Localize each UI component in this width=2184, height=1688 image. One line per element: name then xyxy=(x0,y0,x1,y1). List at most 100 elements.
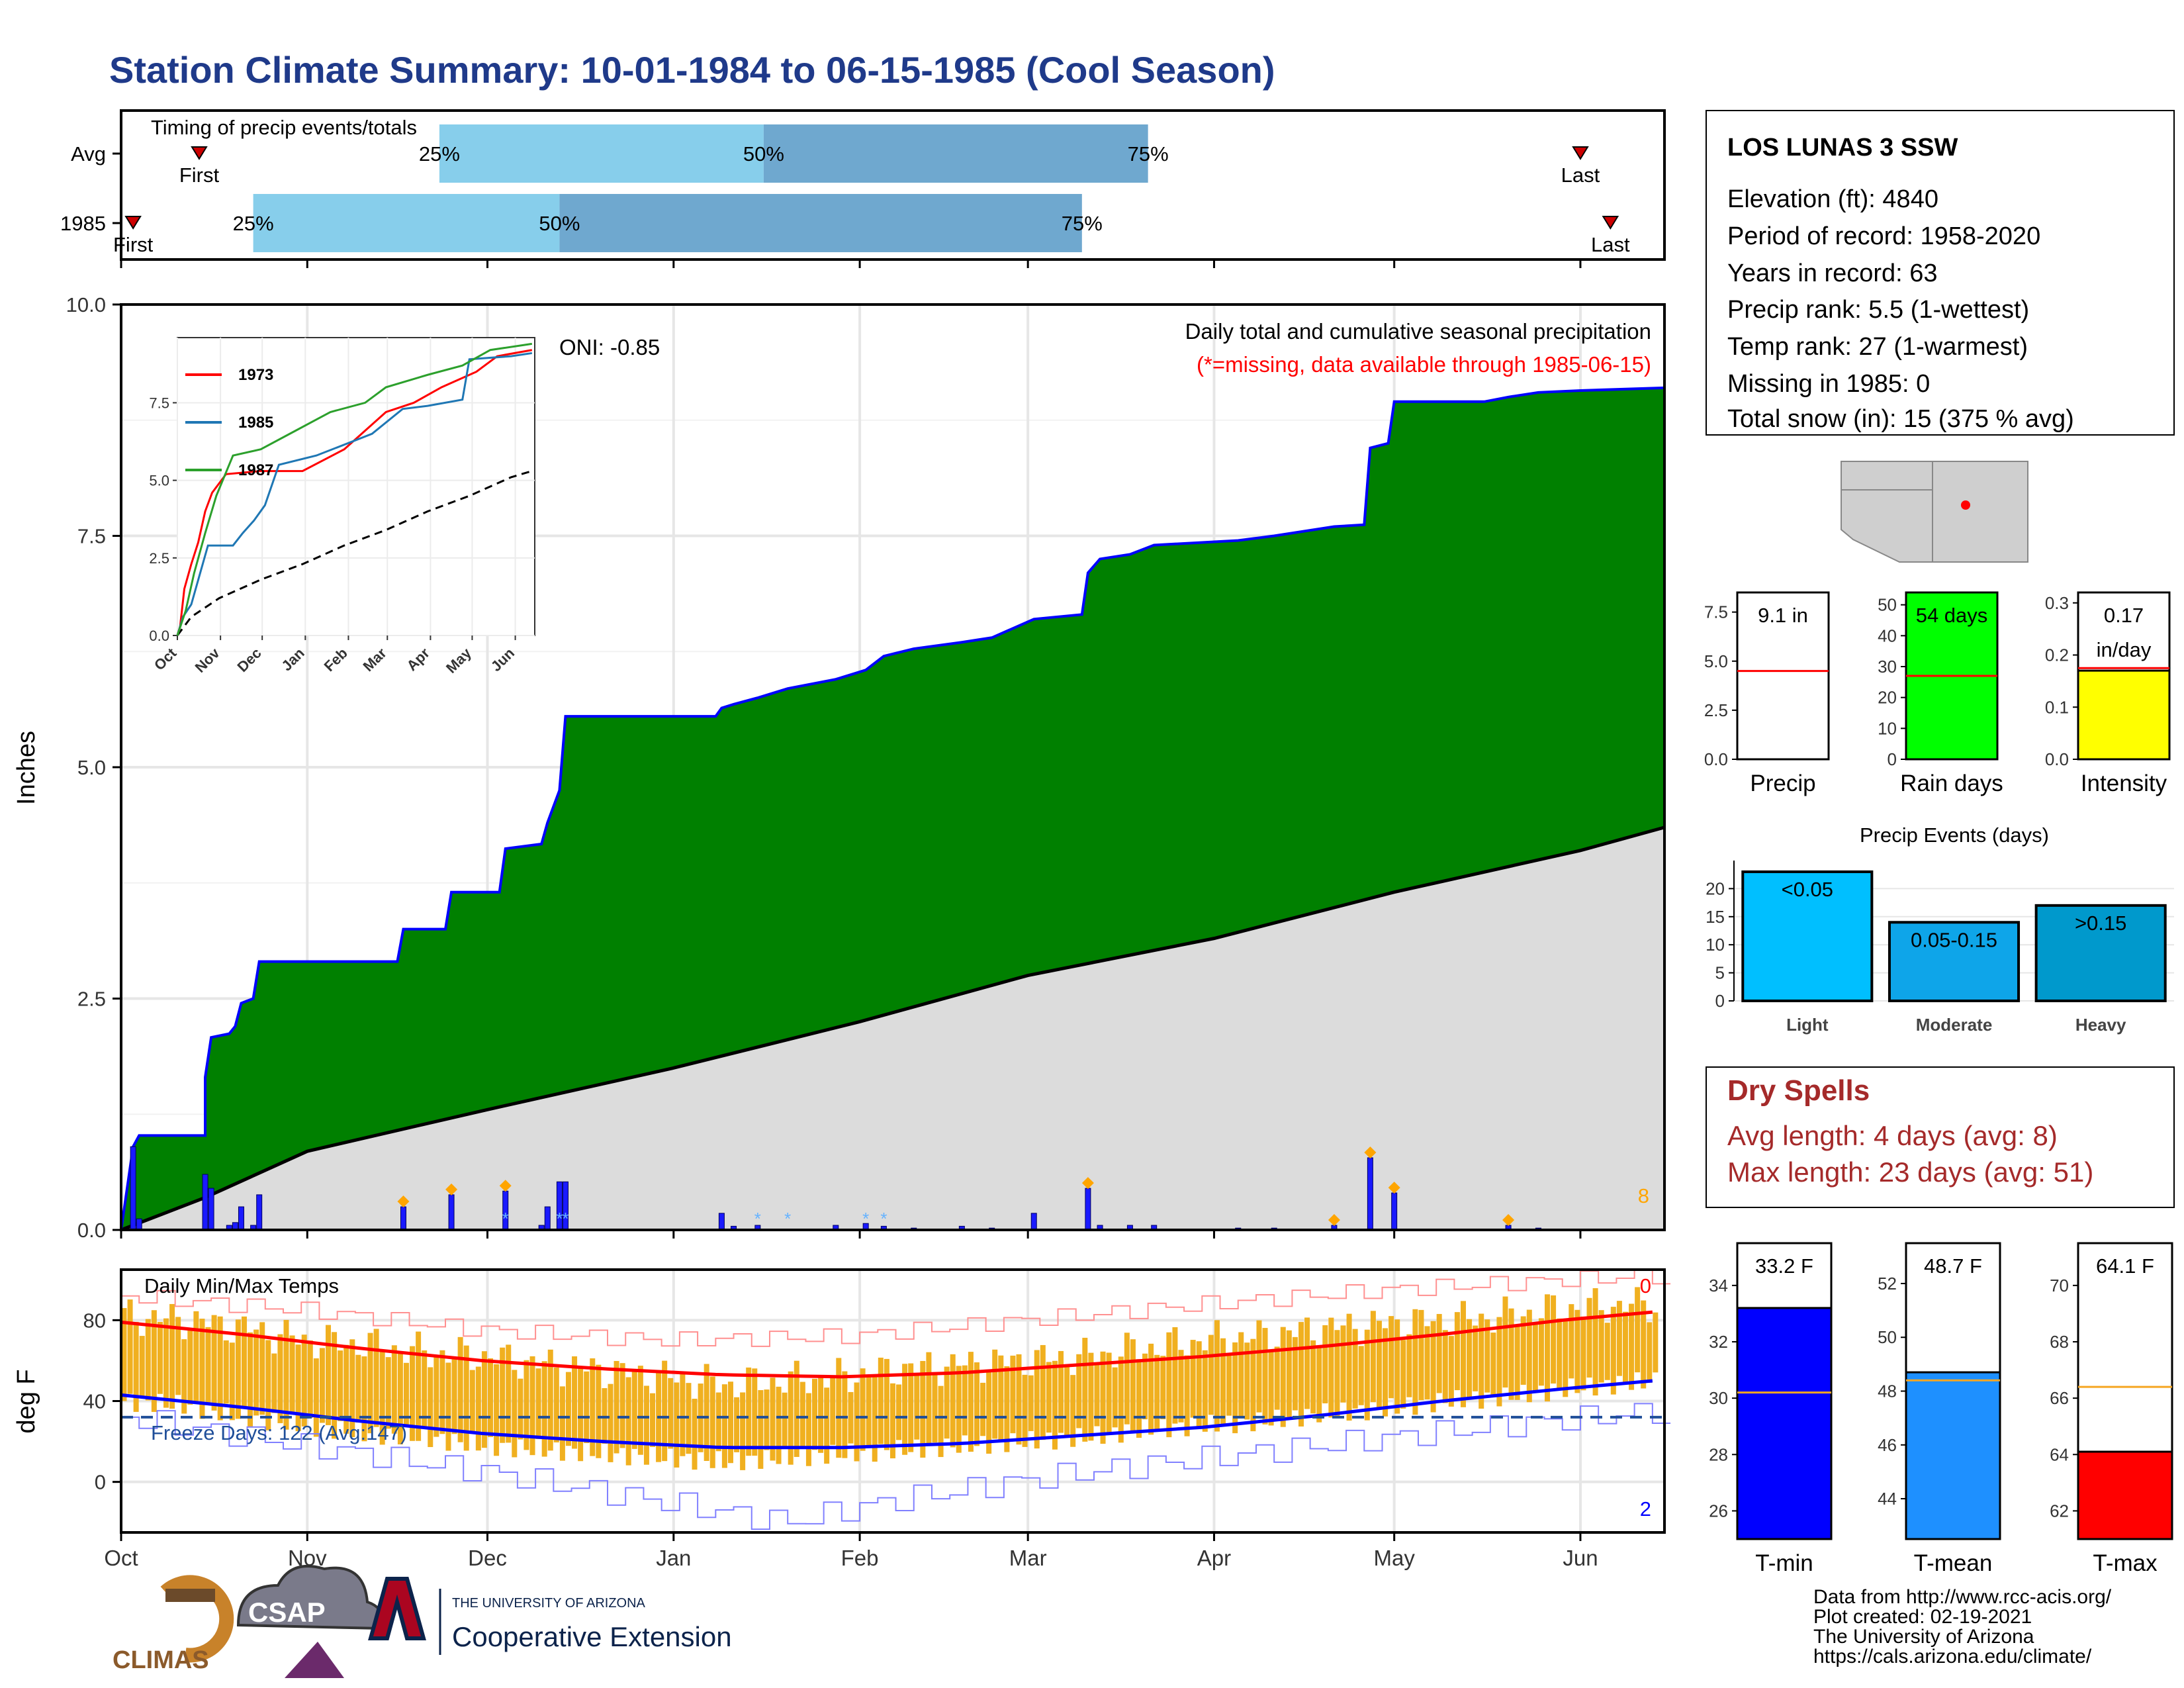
daily-temp-bar xyxy=(565,1372,571,1446)
daily-temp-bar xyxy=(488,1358,494,1437)
daily-temp-bar xyxy=(1545,1294,1551,1402)
daily-temp-bar xyxy=(986,1372,992,1454)
ua-logo: THE UNIVERSITY OF ARIZONA Cooperative Ex… xyxy=(368,1577,732,1655)
footer-line-created: Plot created: 02-19-2021 xyxy=(1813,1606,2032,1628)
daily-precip-bar xyxy=(400,1206,406,1231)
daily-temp-bar xyxy=(1214,1320,1220,1432)
daily-temp-bar xyxy=(752,1368,758,1456)
daily-temp-bar xyxy=(619,1363,625,1448)
daily-temp-bar xyxy=(950,1354,956,1448)
daily-temp-bar xyxy=(1580,1316,1586,1391)
daily-temp-bar xyxy=(1076,1354,1082,1429)
last-event-label: Last xyxy=(1561,164,1600,187)
daily-temp-bar xyxy=(1496,1317,1502,1407)
ua-top-text: THE UNIVERSITY OF ARIZONA xyxy=(452,1596,646,1611)
inset-x-tick-label: Jan xyxy=(278,645,307,674)
daily-temp-bar xyxy=(721,1384,727,1468)
daily-temp-bar xyxy=(512,1370,518,1458)
inset-average-line xyxy=(176,470,533,636)
timing-q50-q75-bar xyxy=(763,124,1148,183)
daily-temp-bar xyxy=(818,1376,824,1453)
daily-temp-bar xyxy=(1526,1309,1532,1403)
daily-temp-bar xyxy=(355,1354,361,1423)
events-bar-label: <0.05 xyxy=(1782,878,1833,901)
daily-temp-bar xyxy=(1598,1310,1604,1383)
precip-small-y-tick-label: 0.1 xyxy=(2045,697,2069,717)
daily-temp-bar xyxy=(1106,1352,1112,1432)
daily-temp-bar xyxy=(1184,1355,1190,1436)
temp-small-y-tick-label: 62 xyxy=(2050,1501,2069,1521)
snow-marker: * xyxy=(562,1209,569,1229)
daily-temp-bar xyxy=(1160,1356,1166,1419)
daily-temp-bar xyxy=(145,1319,151,1401)
temp-small-y-tick-label: 52 xyxy=(1878,1274,1897,1293)
events-category-label: Moderate xyxy=(1916,1015,1993,1035)
daily-temp-bar xyxy=(776,1386,782,1464)
daily-temp-bar xyxy=(1400,1340,1406,1409)
temp-x-tick-label: Feb xyxy=(841,1546,879,1570)
temp-x-tick-label: Jun xyxy=(1563,1546,1598,1570)
daily-temp-bar xyxy=(1010,1355,1016,1434)
daily-temp-bar xyxy=(680,1372,686,1456)
daily-temp-bar xyxy=(692,1399,698,1470)
precip-events-chart: Precip Events (days) 0 5 10 15 20 <0.05 Light 0… xyxy=(1706,823,2174,1035)
inset-x-tick-label: Mar xyxy=(359,645,390,675)
daily-temp-bar xyxy=(1034,1350,1040,1449)
first-event-marker xyxy=(191,146,208,160)
temp-small-y-tick-label: 48 xyxy=(1878,1382,1897,1401)
daily-temp-bar xyxy=(799,1382,805,1449)
daily-temp-bar xyxy=(1004,1366,1010,1452)
daily-temp-bar xyxy=(1490,1333,1496,1395)
heavy-event-marker xyxy=(445,1183,458,1196)
daily-temp-bar xyxy=(1448,1336,1454,1407)
daily-temp-bar xyxy=(1514,1325,1520,1400)
precip-y-label: Inches xyxy=(13,731,40,805)
daily-temp-bar xyxy=(1022,1374,1028,1447)
daily-temp-bar xyxy=(1358,1346,1364,1405)
daily-temp-bar xyxy=(361,1356,367,1442)
timing-row-label: Avg xyxy=(71,142,106,165)
dry-spells-avg: Avg length: 4 days (avg: 8) xyxy=(1727,1120,2058,1151)
daily-temp-bar xyxy=(373,1329,379,1427)
daily-temp-bar xyxy=(193,1311,199,1401)
daily-temp-bar xyxy=(139,1336,145,1397)
heavy-event-marker xyxy=(1388,1182,1400,1194)
daily-temp-bar xyxy=(313,1358,319,1437)
precip-y-tick-label: 5.0 xyxy=(77,756,106,779)
daily-temp-bar xyxy=(133,1321,139,1412)
precip-small-value-label: 9.1 in xyxy=(1758,604,1808,627)
first-event-marker xyxy=(124,216,142,230)
temp-corner-top: 0 xyxy=(1640,1274,1651,1297)
temp-small-y-tick-label: 46 xyxy=(1878,1435,1897,1455)
temp-small-value-label: 64.1 F xyxy=(2096,1254,2154,1278)
inset-series-line xyxy=(176,352,533,636)
daily-temp-bar xyxy=(836,1358,842,1458)
daily-temp-bar xyxy=(541,1361,547,1457)
daily-temp-bar xyxy=(1190,1340,1196,1418)
daily-temp-bar xyxy=(637,1366,643,1455)
temp-x-tick-label: Apr xyxy=(1197,1546,1231,1570)
daily-temp-bar xyxy=(547,1349,553,1451)
daily-temp-bar xyxy=(1262,1328,1268,1425)
inset-frame xyxy=(177,337,535,636)
daily-temp-bar xyxy=(1196,1341,1202,1428)
daily-temp-bar xyxy=(1635,1287,1641,1373)
heavy-event-marker xyxy=(1328,1214,1340,1227)
precip-y-tick-label: 10.0 xyxy=(66,293,106,316)
daily-temp-bar xyxy=(956,1366,962,1453)
daily-temp-bar xyxy=(1557,1318,1563,1389)
inset-x-tick-label: May xyxy=(443,644,475,676)
daily-temp-bar xyxy=(674,1382,680,1468)
events-y-tick-label: 0 xyxy=(1715,991,1725,1011)
station-location-marker xyxy=(1961,500,1970,510)
daily-temp-bar xyxy=(746,1367,752,1456)
temp-small-y-tick-label: 44 xyxy=(1878,1489,1897,1509)
daily-temp-bar xyxy=(992,1349,998,1439)
ua-a-mark xyxy=(368,1577,426,1640)
daily-temp-bar xyxy=(1383,1328,1388,1417)
footer-line-data: Data from http://www.rcc-acis.org/ xyxy=(1813,1586,2112,1608)
daily-precip-bar xyxy=(718,1213,725,1231)
daily-temp-bar xyxy=(842,1371,848,1458)
station-line-period: Period of record: 1958-2020 xyxy=(1727,222,2040,250)
